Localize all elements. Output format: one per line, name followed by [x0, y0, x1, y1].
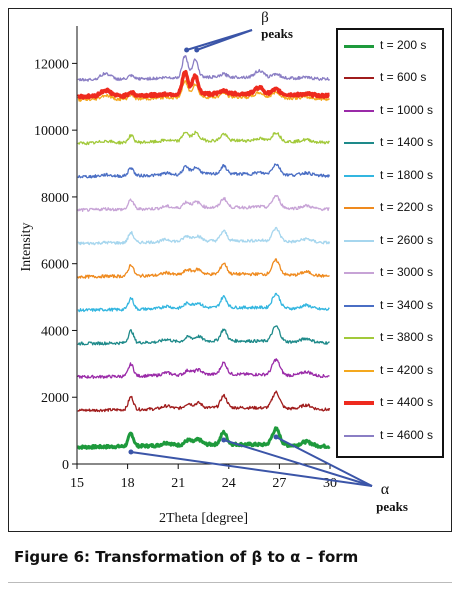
- legend-item: t = 3800 s: [338, 326, 442, 350]
- legend-label: t = 3800 s: [380, 330, 434, 345]
- legend-label: t = 3400 s: [380, 297, 434, 312]
- y-tick-label-3: 6000: [41, 258, 69, 273]
- x-tick-label-3: 24: [222, 476, 236, 491]
- legend-swatch: [344, 142, 374, 145]
- legend-swatch: [344, 401, 374, 405]
- legend-item: t = 1800 s: [338, 164, 442, 188]
- series-line-11: [76, 69, 331, 100]
- series-line-12: [77, 55, 331, 82]
- legend-item: t = 600 s: [338, 66, 442, 90]
- y-tick-label-2: 4000: [41, 324, 69, 339]
- legend-label: t = 600 s: [380, 70, 427, 85]
- figure-caption: Figure 6: Transformation of β to α – for…: [14, 548, 359, 566]
- legend-swatch: [344, 239, 374, 242]
- legend: t = 200 s t = 600 s t = 1000 s t = 1400 s t …: [336, 28, 444, 458]
- y-tick-label-6: 12000: [34, 57, 69, 72]
- alpha-arrow-1: [223, 439, 373, 487]
- legend-label: t = 4400 s: [380, 395, 434, 410]
- series-line-7: [77, 194, 330, 212]
- legend-swatch: [344, 44, 374, 48]
- y-tick-label-1: 2000: [41, 391, 69, 406]
- series-line-9: [77, 130, 331, 146]
- series-line-6: [77, 226, 331, 246]
- legend-item: t = 2200 s: [338, 196, 442, 220]
- legend-item: t = 1400 s: [338, 131, 442, 155]
- series-line-3: [77, 325, 330, 346]
- legend-swatch: [344, 272, 374, 275]
- y-tick-label-4: 8000: [41, 191, 69, 206]
- beta-label-symbol: β: [261, 10, 269, 26]
- legend-label: t = 1400 s: [380, 135, 434, 150]
- legend-label: t = 4600 s: [380, 427, 434, 442]
- legend-swatch: [344, 369, 374, 372]
- y-axis-label: Intensity: [19, 223, 34, 272]
- legend-item: t = 3400 s: [338, 294, 442, 318]
- legend-label: t = 1000 s: [380, 102, 434, 117]
- legend-swatch: [344, 337, 374, 340]
- series-line-1: [77, 390, 331, 413]
- legend-item: t = 3000 s: [338, 261, 442, 285]
- legend-item: t = 4600 s: [338, 424, 442, 448]
- caption-divider: [8, 582, 452, 583]
- alpha-arrowhead-1: [221, 437, 227, 443]
- alpha-arrow-0: [130, 451, 373, 487]
- legend-swatch: [344, 434, 374, 437]
- legend-swatch: [344, 174, 374, 177]
- beta-arrowhead-1: [194, 47, 200, 53]
- legend-label: t = 2600 s: [380, 232, 434, 247]
- x-tick-label-0: 15: [70, 476, 84, 491]
- y-tick-label-0: 0: [62, 458, 69, 473]
- legend-label: t = 1800 s: [380, 167, 434, 182]
- alpha-label-symbol: α: [381, 481, 390, 498]
- alpha-arrow-2: [275, 436, 373, 487]
- beta-arrow-1: [196, 29, 253, 51]
- legend-item: t = 2600 s: [338, 229, 442, 253]
- legend-item: t = 1000 s: [338, 99, 442, 123]
- plot-area: [76, 55, 331, 450]
- beta-arrowhead-0: [184, 47, 190, 53]
- series-line-0: [77, 426, 331, 450]
- x-tick-label-1: 18: [121, 476, 135, 491]
- axes: 0 2000 4000 6000 8000 10000 12000 15 18 21 24 27 30 2…: [19, 26, 337, 526]
- legend-swatch: [344, 207, 374, 210]
- series-line-4: [77, 292, 330, 313]
- legend-item: t = 4400 s: [338, 391, 442, 415]
- series-line-5: [77, 258, 330, 279]
- x-tick-label-4: 27: [272, 476, 286, 491]
- legend-item: t = 4200 s: [338, 359, 442, 383]
- series-line-8: [77, 163, 331, 179]
- legend-label: t = 200 s: [380, 38, 427, 52]
- alpha-label-peaks: peaks: [376, 499, 408, 514]
- legend-swatch: [344, 77, 374, 80]
- x-tick-label-5: 30: [323, 476, 337, 491]
- alpha-arrowhead-0: [128, 449, 134, 455]
- x-tick-label-2: 21: [171, 476, 185, 491]
- legend-label: t = 3000 s: [380, 265, 434, 280]
- beta-label-peaks: peaks: [261, 26, 293, 41]
- legend-swatch: [344, 304, 374, 307]
- legend-label: t = 4200 s: [380, 362, 434, 377]
- legend-label: t = 2200 s: [380, 200, 434, 215]
- legend-swatch: [344, 109, 374, 112]
- series-line-2: [77, 358, 330, 379]
- series-line-10: [77, 79, 330, 102]
- chart-frame: [8, 8, 452, 532]
- legend-item: t = 200 s: [338, 34, 442, 58]
- y-tick-label-5: 10000: [34, 124, 69, 139]
- x-axis-label: 2Theta [degree]: [159, 511, 248, 526]
- alpha-arrowhead-2: [273, 434, 279, 440]
